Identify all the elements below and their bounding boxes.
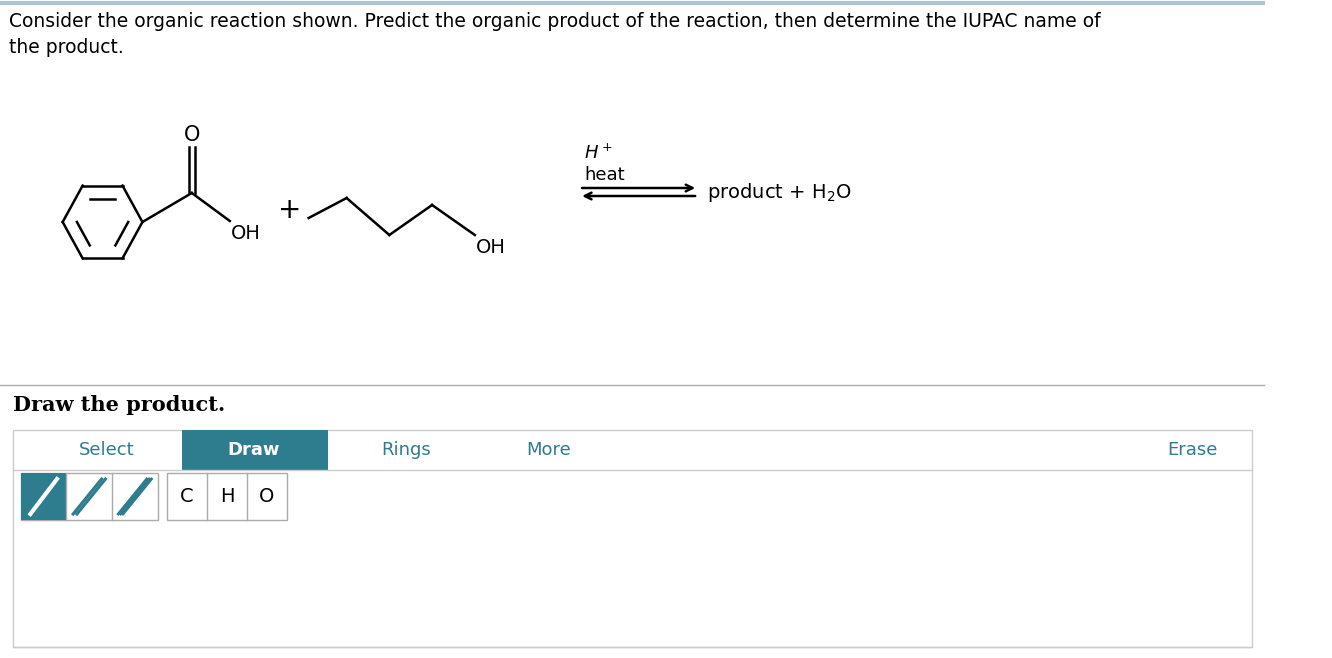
- Text: O: O: [184, 125, 200, 145]
- Text: the product.: the product.: [9, 38, 124, 57]
- Text: H: H: [220, 487, 234, 506]
- Bar: [21, 473, 157, 520]
- Text: More: More: [526, 441, 571, 459]
- Bar: [21, 473, 67, 520]
- Text: Draw: Draw: [228, 441, 280, 459]
- Text: Draw the product.: Draw the product.: [13, 395, 225, 415]
- Bar: [182, 430, 328, 470]
- Text: product + H$_2$O: product + H$_2$O: [707, 180, 852, 203]
- Text: heat: heat: [583, 166, 625, 184]
- Bar: [166, 473, 286, 520]
- Text: OH: OH: [476, 238, 506, 257]
- Text: Select: Select: [79, 441, 135, 459]
- Text: O: O: [260, 487, 274, 506]
- Text: $H^+$: $H^+$: [583, 143, 613, 163]
- Text: C: C: [180, 487, 194, 506]
- Text: Consider the organic reaction shown. Predict the organic product of the reaction: Consider the organic reaction shown. Pre…: [9, 12, 1102, 31]
- Text: OH: OH: [230, 224, 261, 243]
- Text: Erase: Erase: [1168, 441, 1217, 459]
- Text: +: +: [278, 196, 301, 224]
- Bar: [13, 430, 1252, 647]
- Text: Rings: Rings: [381, 441, 432, 459]
